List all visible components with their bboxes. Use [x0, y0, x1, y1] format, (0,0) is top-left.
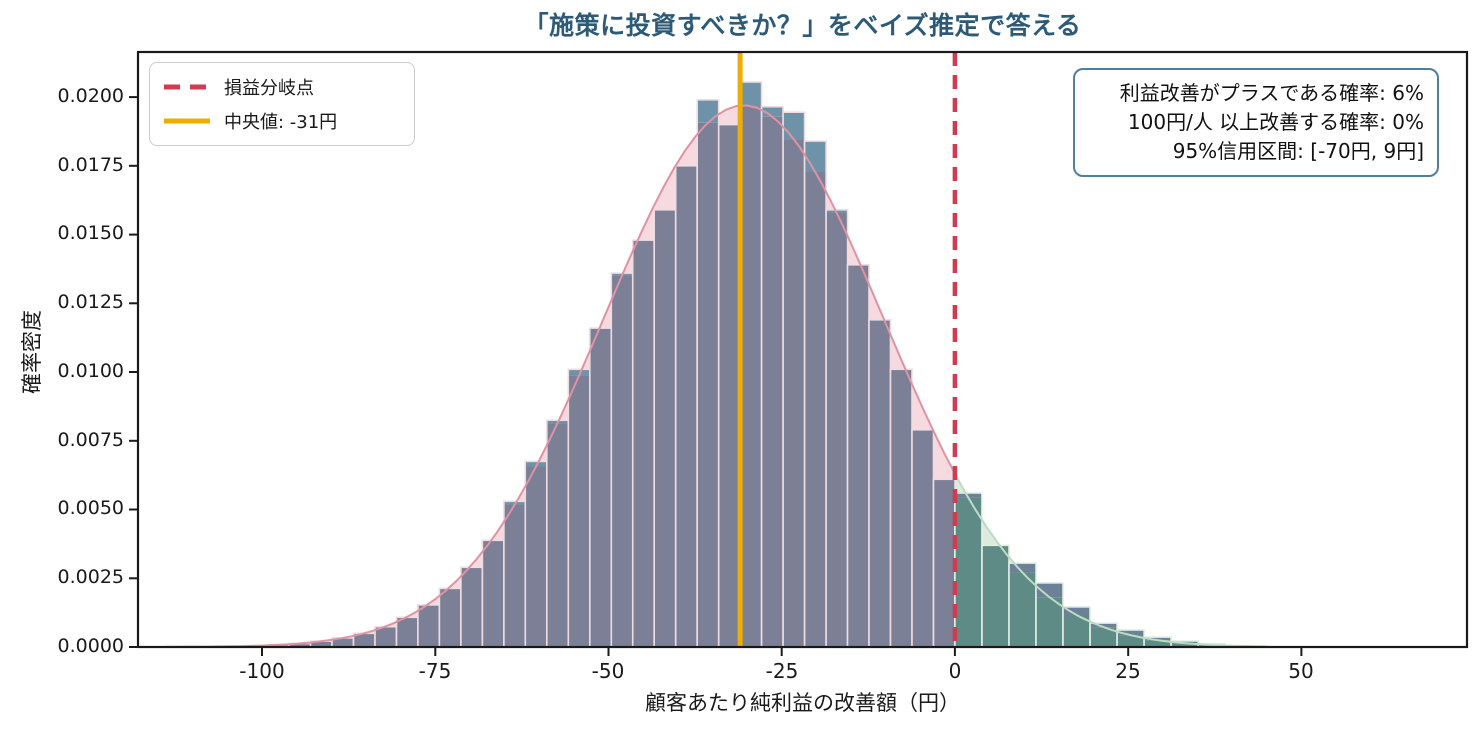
hist-bar: [332, 638, 354, 647]
hist-bar: [1090, 627, 1118, 647]
hist-bar: [503, 505, 526, 647]
hist-bar: [289, 643, 311, 647]
legend-item-median: 中央値: -31円: [164, 109, 400, 133]
hist-bar: [890, 369, 912, 647]
hist-bar: [740, 106, 762, 648]
y-tick-label: 0.0125: [57, 291, 124, 313]
hist-bar: [417, 604, 440, 647]
hist-bar-cap: [783, 112, 805, 140]
hist-bar-cap: [761, 106, 784, 117]
hist-bar-cap: [697, 99, 719, 123]
hist-bar: [589, 328, 612, 647]
hist-bar-cap: [954, 493, 982, 498]
hist-bar: [1144, 640, 1172, 647]
hist-bar-cap: [740, 82, 762, 107]
y-tick-label: 0.0200: [57, 85, 124, 107]
hist-bar: [546, 423, 569, 647]
hist-bar: [460, 567, 483, 647]
hist-bar-cap: [1171, 641, 1199, 644]
hist-bar: [1117, 635, 1145, 647]
x-tick-label: 0: [948, 659, 962, 683]
hist-bar: [632, 240, 655, 647]
hist-bar: [804, 172, 827, 647]
hist-bar: [525, 466, 547, 647]
solid-line-swatch: [164, 118, 210, 124]
kde-curve: [165, 104, 956, 648]
hist-bar: [982, 545, 1009, 647]
y-tick-label: 0.0050: [57, 497, 124, 519]
hist-bar: [783, 139, 805, 647]
chart-title: 「施策に投資すべきか？」をベイズ推定で答える: [523, 11, 1082, 40]
x-tick-label: -100: [239, 659, 285, 683]
legend-label: 損益分岐点: [224, 78, 314, 99]
hist-bar-cap: [1144, 637, 1172, 641]
hist-bar: [1171, 643, 1199, 647]
hist-bar: [954, 497, 982, 647]
y-tick-label: 0.0100: [57, 360, 124, 382]
x-tick-label: -50: [591, 659, 625, 683]
legend: 損益分岐点 中央値: -31円: [149, 62, 415, 146]
hist-bar: [482, 540, 504, 647]
hist-bar-cap: [1117, 630, 1145, 636]
hist-bar: [847, 264, 869, 647]
y-tick-label: 0.0000: [57, 635, 124, 657]
x-tick-label: -25: [765, 659, 799, 683]
x-tick-label: -75: [418, 659, 452, 683]
hist-bar: [1009, 572, 1036, 647]
hist-bar-cap: [525, 461, 547, 467]
hist-bar: [439, 588, 461, 647]
hist-bar: [912, 429, 934, 647]
hist-bar: [718, 124, 741, 648]
hist-bar: [396, 617, 418, 647]
hist-bar: [310, 641, 332, 647]
plot-frame: [136, 50, 1469, 649]
hist-bar-cap: [1090, 623, 1118, 628]
stats-annotation-box: 利益改善がプラスである確率: 6% 100円/人 以上改善する確率: 0% 95…: [1073, 68, 1439, 177]
hist-bar: [353, 633, 375, 647]
legend-label: 中央値: -31円: [224, 112, 338, 133]
hist-bar-cap: [1009, 563, 1036, 573]
hist-bar: [568, 375, 590, 647]
y-tick-label: 0.0075: [57, 429, 124, 451]
hist-bar: [375, 626, 397, 647]
hist-bar-cap: [1063, 606, 1090, 616]
hist-bar: [869, 319, 891, 647]
kde-curve: [954, 473, 1267, 648]
dashed-line-swatch: [164, 84, 210, 90]
y-tick-label: 0.0025: [57, 566, 124, 588]
stat-p-over-100: 100円/人 以上改善する確率: 0%: [1127, 110, 1424, 134]
stat-p-positive: 利益改善がプラスである確率: 6%: [1119, 81, 1424, 105]
hist-bar: [1036, 597, 1063, 647]
x-tick-label: 50: [1288, 659, 1314, 683]
hist-bar-cap: [1036, 582, 1063, 598]
hist-bar: [611, 275, 633, 647]
hist-bar: [654, 209, 676, 648]
hist-bar: [697, 122, 719, 647]
hist-bar: [826, 213, 848, 647]
y-tick-label: 0.0175: [57, 154, 124, 176]
stat-ci95: 95%信用区間: [-70円, 9円]: [1172, 139, 1424, 163]
x-tick-label: 25: [1115, 659, 1141, 683]
legend-item-breakeven: 損益分岐点: [164, 75, 400, 99]
hist-bar: [761, 116, 784, 647]
hist-bar: [933, 479, 955, 647]
hist-bar: [675, 165, 698, 648]
hist-bar-cap: [804, 141, 827, 172]
x-axis-label: 顧客あたり純利益の改善額（円）: [645, 691, 960, 715]
y-axis-label: 確率密度: [20, 310, 44, 394]
y-tick-label: 0.0150: [57, 222, 124, 244]
hist-bar-cap: [568, 369, 590, 376]
